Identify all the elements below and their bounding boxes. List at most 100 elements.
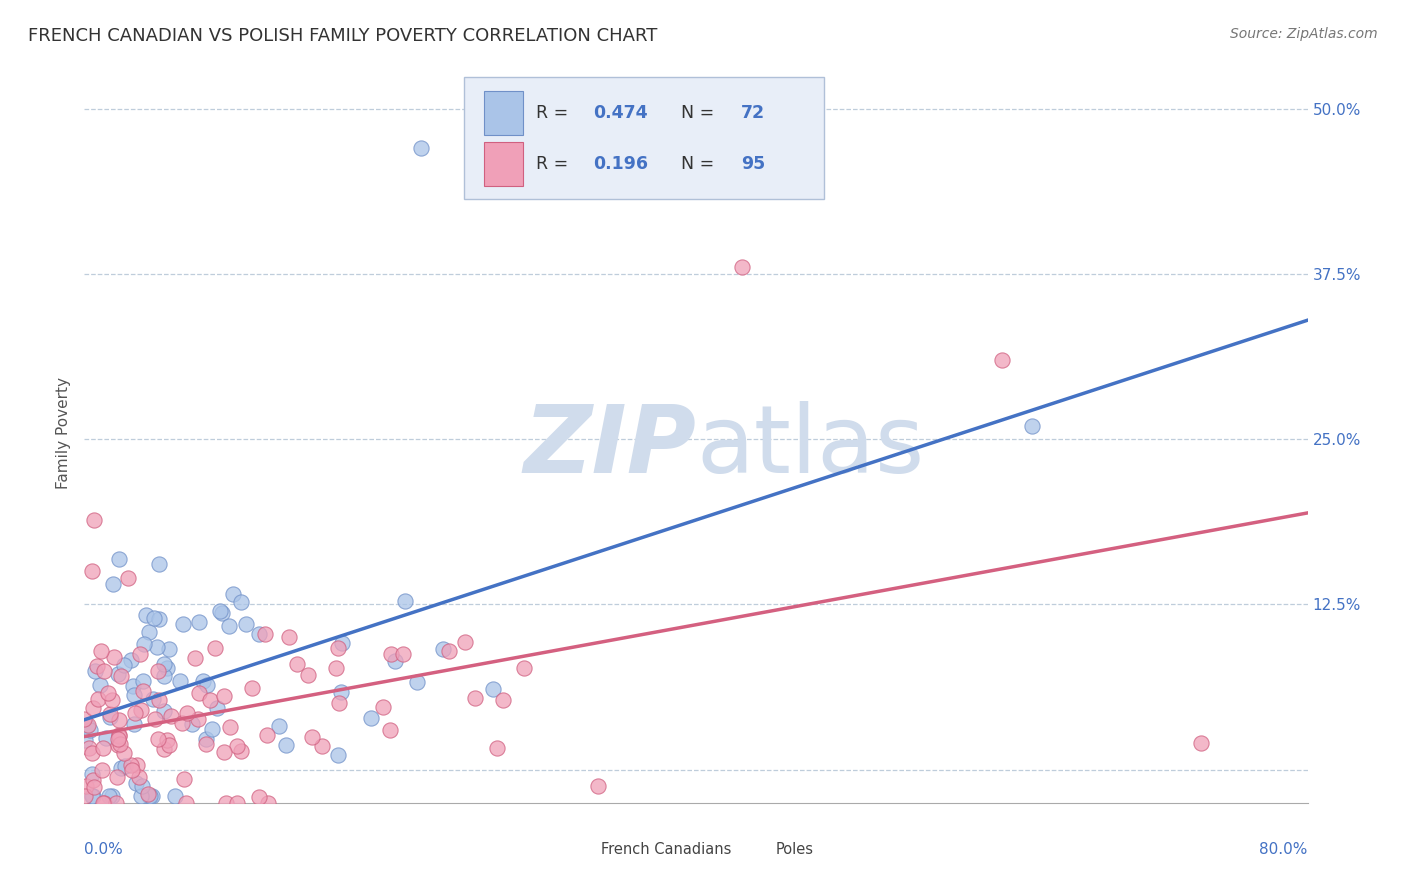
Point xyxy=(229,594,252,608)
Point xyxy=(80,767,103,781)
Point xyxy=(209,604,232,618)
Point xyxy=(139,789,162,804)
Point xyxy=(148,693,170,707)
Point xyxy=(586,779,609,793)
Point xyxy=(454,635,477,649)
Point xyxy=(104,796,127,810)
Point xyxy=(141,789,163,804)
Point xyxy=(108,737,131,751)
Point xyxy=(184,650,207,665)
Point xyxy=(191,673,214,688)
Point xyxy=(122,717,145,731)
Point xyxy=(409,141,432,155)
Text: N =: N = xyxy=(671,103,720,122)
Point xyxy=(121,763,143,777)
Point xyxy=(131,789,153,804)
Point xyxy=(513,661,536,675)
Text: 80.0%: 80.0% xyxy=(1260,842,1308,857)
Point xyxy=(120,653,142,667)
Point xyxy=(276,739,298,753)
FancyBboxPatch shape xyxy=(568,839,595,860)
Point xyxy=(464,691,486,706)
Point xyxy=(80,746,103,760)
Point xyxy=(87,691,110,706)
Point xyxy=(188,615,211,629)
FancyBboxPatch shape xyxy=(484,142,523,186)
Point xyxy=(384,654,406,668)
Point xyxy=(125,776,148,790)
Text: FRENCH CANADIAN VS POLISH FAMILY POVERTY CORRELATION CHART: FRENCH CANADIAN VS POLISH FAMILY POVERTY… xyxy=(28,27,658,45)
Point xyxy=(110,669,132,683)
Point xyxy=(152,704,174,718)
Point xyxy=(90,644,112,658)
Point xyxy=(148,664,170,678)
Point xyxy=(89,678,111,692)
Point xyxy=(91,764,114,778)
Point xyxy=(132,637,155,651)
Point xyxy=(76,719,98,733)
Point xyxy=(148,558,170,572)
Point xyxy=(112,657,135,672)
Point xyxy=(101,576,124,591)
Point xyxy=(212,745,235,759)
Point xyxy=(269,719,291,733)
Text: atlas: atlas xyxy=(696,401,924,493)
Point xyxy=(135,607,157,622)
Point xyxy=(93,664,115,678)
Point xyxy=(110,761,132,775)
Point xyxy=(170,716,193,731)
Point xyxy=(278,631,301,645)
Point xyxy=(103,650,125,665)
Point xyxy=(176,706,198,720)
Point xyxy=(174,796,197,810)
Point xyxy=(432,642,454,657)
FancyBboxPatch shape xyxy=(484,91,523,135)
Point xyxy=(83,665,105,679)
Text: 72: 72 xyxy=(741,103,765,122)
Point xyxy=(326,640,349,655)
Point xyxy=(83,780,105,794)
Point xyxy=(128,771,150,785)
Point xyxy=(107,738,129,752)
Point xyxy=(125,757,148,772)
Point xyxy=(77,717,100,731)
Point xyxy=(247,789,270,804)
Point xyxy=(326,748,349,763)
Point xyxy=(169,674,191,689)
Point xyxy=(75,789,97,804)
Point xyxy=(91,796,114,810)
Point xyxy=(128,647,150,661)
Point xyxy=(247,627,270,641)
FancyBboxPatch shape xyxy=(464,78,824,200)
Point xyxy=(188,686,211,700)
Point xyxy=(301,731,323,745)
Point xyxy=(97,686,120,700)
Text: 0.0%: 0.0% xyxy=(84,842,124,857)
Point xyxy=(194,737,217,751)
Text: French Canadians: French Canadians xyxy=(600,842,731,857)
Point xyxy=(330,636,353,650)
Point xyxy=(152,669,174,683)
Point xyxy=(204,641,226,656)
Point xyxy=(1021,419,1043,434)
FancyBboxPatch shape xyxy=(742,839,769,860)
Point xyxy=(406,675,429,690)
Point xyxy=(98,706,121,721)
Text: ZIP: ZIP xyxy=(523,401,696,493)
Text: R =: R = xyxy=(536,155,574,173)
Point xyxy=(157,738,180,752)
Point xyxy=(225,796,247,810)
Point xyxy=(82,772,104,787)
Point xyxy=(378,723,401,737)
Point xyxy=(94,731,117,746)
Point xyxy=(1189,736,1212,750)
Point xyxy=(80,565,103,579)
Point xyxy=(215,796,238,810)
Point xyxy=(107,667,129,681)
Point xyxy=(114,759,136,773)
Point xyxy=(117,571,139,585)
Text: Source: ZipAtlas.com: Source: ZipAtlas.com xyxy=(1230,27,1378,41)
Point xyxy=(101,693,124,707)
Point xyxy=(142,692,165,706)
Point xyxy=(132,674,155,689)
